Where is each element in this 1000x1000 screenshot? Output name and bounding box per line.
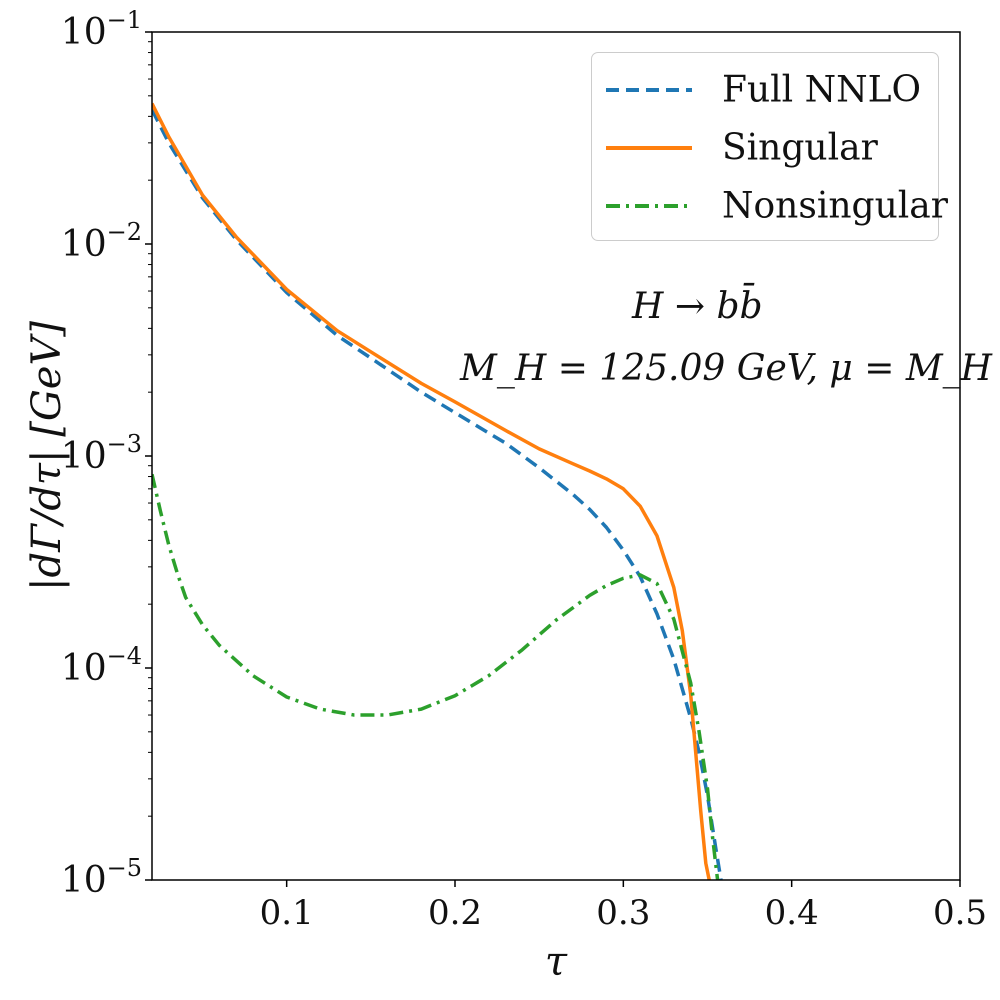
legend: Full NNLO Singular Nonsingular (591, 52, 948, 241)
y-tick-label: 10−5 (61, 854, 142, 901)
legend-swatch (606, 88, 692, 92)
x-axis-label: τ (545, 939, 568, 985)
series-nonsingular-line (152, 473, 720, 880)
legend-item: Nonsingular (592, 177, 948, 235)
legend-item: Singular (592, 119, 938, 177)
x-tick-label: 0.2 (428, 893, 482, 933)
legend-label: Singular (722, 127, 878, 169)
y-tick-label: 10−4 (61, 642, 142, 689)
annotation-parameters: M_H = 125.09 GeV, μ = M_H (460, 348, 993, 389)
legend-swatch (606, 204, 692, 208)
legend-label: Nonsingular (722, 185, 948, 227)
x-tick-label: 0.4 (765, 893, 819, 933)
legend-item: Full NNLO (592, 61, 938, 119)
y-tick-label: 10−2 (61, 218, 142, 265)
y-axis-label: |dΓ/dτ| [GeV] (24, 321, 70, 591)
series-singular-line (152, 102, 711, 880)
x-tick-label: 0.1 (260, 893, 314, 933)
legend-swatch (606, 146, 692, 150)
y-tick-label: 10−3 (61, 430, 142, 477)
annotation-process: H → bb̄ (632, 286, 763, 327)
x-tick-label: 0.3 (596, 893, 650, 933)
legend-label: Full NNLO (722, 69, 922, 111)
y-tick-label: 10−1 (61, 6, 142, 53)
x-tick-label: 0.5 (933, 893, 987, 933)
